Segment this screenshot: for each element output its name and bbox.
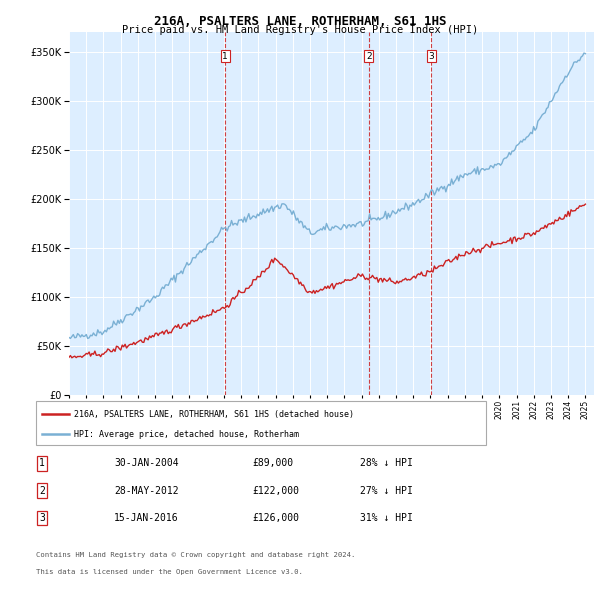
Text: 1: 1: [39, 458, 45, 468]
Text: 28% ↓ HPI: 28% ↓ HPI: [360, 458, 413, 468]
Text: 27% ↓ HPI: 27% ↓ HPI: [360, 486, 413, 496]
Text: Price paid vs. HM Land Registry's House Price Index (HPI): Price paid vs. HM Land Registry's House …: [122, 25, 478, 35]
Text: 216A, PSALTERS LANE, ROTHERHAM, S61 1HS: 216A, PSALTERS LANE, ROTHERHAM, S61 1HS: [154, 15, 446, 28]
Text: £89,000: £89,000: [252, 458, 293, 468]
Text: 30-JAN-2004: 30-JAN-2004: [114, 458, 179, 468]
Text: Contains HM Land Registry data © Crown copyright and database right 2024.: Contains HM Land Registry data © Crown c…: [36, 552, 355, 558]
Text: 28-MAY-2012: 28-MAY-2012: [114, 486, 179, 496]
Text: 2: 2: [366, 51, 371, 61]
Text: 31% ↓ HPI: 31% ↓ HPI: [360, 513, 413, 523]
Text: 1: 1: [223, 51, 228, 61]
Text: £122,000: £122,000: [252, 486, 299, 496]
Text: 3: 3: [39, 513, 45, 523]
Text: 15-JAN-2016: 15-JAN-2016: [114, 513, 179, 523]
Text: 216A, PSALTERS LANE, ROTHERHAM, S61 1HS (detached house): 216A, PSALTERS LANE, ROTHERHAM, S61 1HS …: [74, 410, 354, 419]
Text: £126,000: £126,000: [252, 513, 299, 523]
Text: HPI: Average price, detached house, Rotherham: HPI: Average price, detached house, Roth…: [74, 430, 299, 439]
Text: 2: 2: [39, 486, 45, 496]
Text: 3: 3: [428, 51, 434, 61]
Text: This data is licensed under the Open Government Licence v3.0.: This data is licensed under the Open Gov…: [36, 569, 303, 575]
